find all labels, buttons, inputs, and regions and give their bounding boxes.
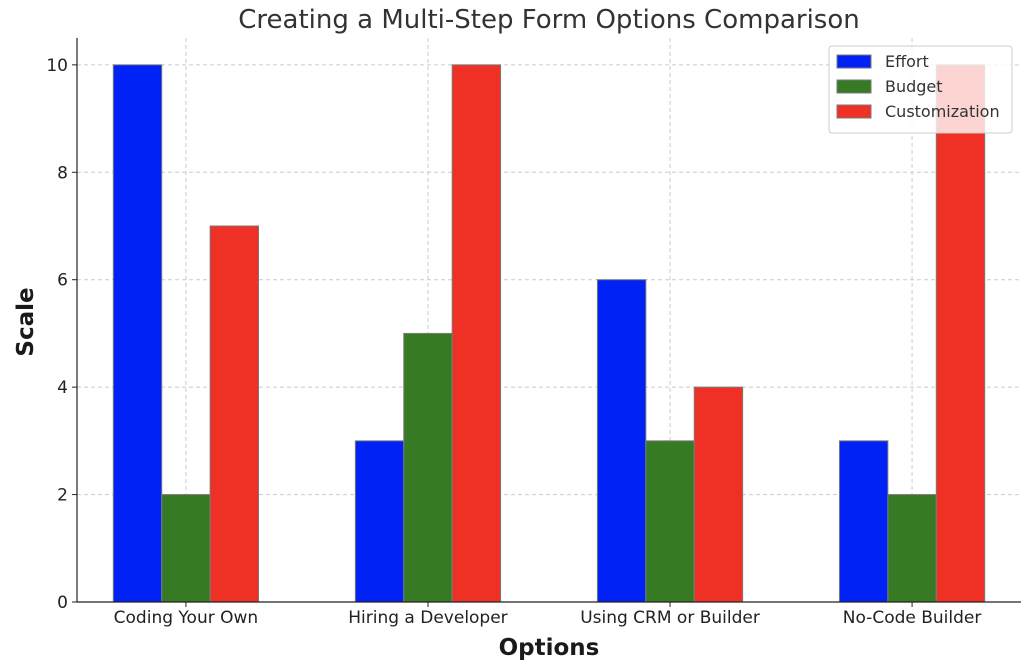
y-tick-label: 8 xyxy=(57,163,68,183)
bar-effort-2 xyxy=(354,440,405,603)
y-axis-label: Scale xyxy=(13,287,39,356)
x-tick-label: No-Code Builder xyxy=(843,608,982,628)
x-tick-label: Using CRM or Builder xyxy=(580,608,760,628)
legend-label-customization: Customization xyxy=(885,102,1000,121)
bar-budget-1 xyxy=(161,494,211,603)
bar-effort-4 xyxy=(838,440,889,603)
bar-customization-2 xyxy=(451,64,502,603)
bars xyxy=(112,64,986,603)
chart-title: Creating a Multi-Step Form Options Compa… xyxy=(238,5,859,35)
legend: Effort Budget Customization xyxy=(828,45,1013,134)
y-tick-label: 6 xyxy=(57,271,68,291)
bar-budget-2 xyxy=(403,332,453,603)
x-tick-label: Coding Your Own xyxy=(114,608,259,628)
bar-customization-1 xyxy=(209,225,260,603)
legend-label-budget: Budget xyxy=(885,77,943,96)
y-tick-label: 10 xyxy=(46,56,68,76)
bar-effort-1 xyxy=(112,64,163,603)
x-tick-label: Hiring a Developer xyxy=(348,608,507,628)
bar-budget-4 xyxy=(887,494,937,603)
tick-labels: 0 2 4 6 8 10 Coding Your Own Hiring a Developer… xyxy=(46,56,981,628)
legend-swatch-effort xyxy=(836,54,872,69)
bar-customization-4 xyxy=(935,64,986,603)
bar-budget-3 xyxy=(645,440,695,603)
legend-swatch-customization xyxy=(836,104,872,119)
x-axis-label: Options xyxy=(499,635,600,661)
y-tick-label: 0 xyxy=(57,593,68,613)
bar-customization-3 xyxy=(693,386,744,603)
legend-swatch-budget xyxy=(836,79,872,94)
bar-effort-3 xyxy=(596,279,647,603)
y-tick-label: 4 xyxy=(57,378,68,398)
legend-box xyxy=(828,45,1013,134)
axes xyxy=(76,38,1021,603)
y-tick-label: 2 xyxy=(57,486,68,506)
legend-label-effort: Effort xyxy=(885,52,929,71)
